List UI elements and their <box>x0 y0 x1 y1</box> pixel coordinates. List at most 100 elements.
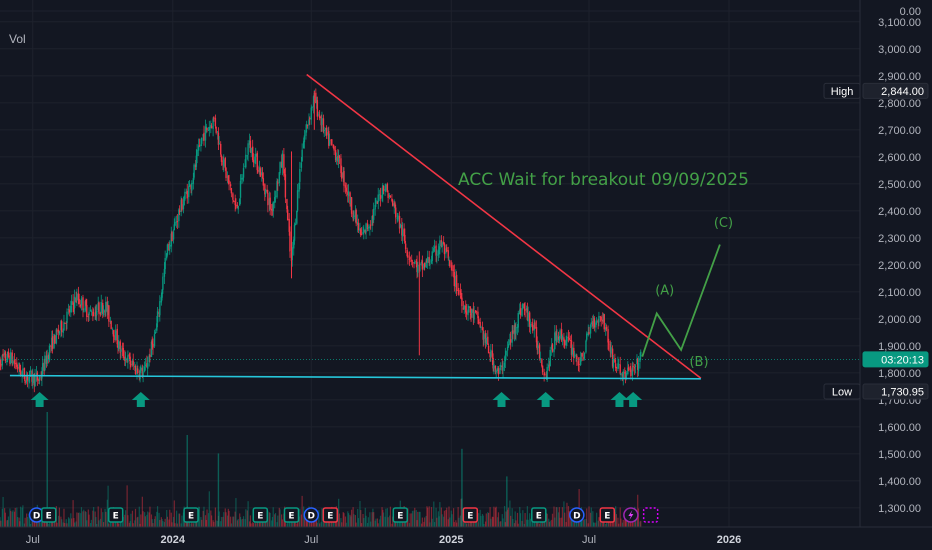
candle-body <box>539 358 542 360</box>
candle-body <box>2 353 4 357</box>
candle-body <box>609 344 612 353</box>
volume-bar <box>385 508 387 527</box>
candle-body <box>605 327 608 330</box>
candle-body <box>310 107 312 120</box>
candle-body <box>433 246 436 249</box>
volume-bar <box>163 522 166 527</box>
volume-bar <box>192 523 194 527</box>
volume-bar <box>99 518 102 527</box>
candle-body <box>369 226 371 229</box>
volume-bar <box>439 502 441 527</box>
volume-bar <box>222 516 224 527</box>
candle-body <box>413 262 415 264</box>
price-tick-label: 2,100.00 <box>878 287 921 299</box>
candle-body <box>217 132 220 145</box>
volume-bar <box>639 521 641 527</box>
candle-body <box>252 159 255 163</box>
candle-body <box>330 139 332 141</box>
volume-bar <box>274 512 277 527</box>
volume-bar <box>618 523 620 527</box>
candle-body <box>568 338 570 340</box>
candle-body <box>465 311 468 315</box>
candle-body <box>483 334 485 340</box>
candle-body <box>515 327 517 334</box>
candle-body <box>7 351 10 357</box>
volume-bar <box>228 510 230 527</box>
candle-body <box>387 193 389 198</box>
candle-body <box>197 145 200 151</box>
volume-bar <box>566 502 568 527</box>
candle-body <box>60 321 62 331</box>
earnings-marker <box>392 507 409 523</box>
candle-body <box>407 255 409 258</box>
candle-body <box>459 290 462 295</box>
volume-bar <box>204 515 207 527</box>
volume-bar <box>130 513 132 527</box>
volume-bar <box>595 522 597 527</box>
wave-label: (B) <box>689 355 708 370</box>
price-tick-label: 3,000.00 <box>878 44 921 56</box>
volume-bar <box>63 508 65 527</box>
volume-bar <box>379 519 381 527</box>
candle-body <box>372 208 375 220</box>
candle-body <box>168 243 170 250</box>
volume-bar <box>7 516 10 527</box>
candle-body <box>371 216 373 226</box>
candle-body <box>467 309 469 316</box>
volume-bar <box>427 507 429 527</box>
volume-bar <box>10 510 12 527</box>
candle-body <box>639 357 641 362</box>
candle-body <box>593 318 596 328</box>
volume-bar <box>218 511 220 527</box>
candle-body <box>23 367 26 379</box>
volume-bar <box>129 520 131 527</box>
candle-body <box>31 371 33 382</box>
event-marker-label: D <box>308 511 315 521</box>
candle-body <box>174 222 176 226</box>
volume-bar <box>58 515 60 527</box>
candle-body <box>547 364 550 368</box>
candle-body <box>3 352 6 356</box>
volume-bar <box>276 522 278 527</box>
volume-bar <box>166 509 168 527</box>
volume-bar <box>274 514 276 527</box>
volume-bar <box>136 517 138 527</box>
candle-body <box>633 367 636 369</box>
candle-body <box>175 221 178 223</box>
candle-body <box>481 327 484 331</box>
candle-body <box>98 302 100 314</box>
candle-body <box>200 137 203 144</box>
volume-bar <box>357 518 360 527</box>
candle-body <box>563 339 566 346</box>
volume-bar <box>605 523 607 527</box>
volume-bar <box>435 507 437 527</box>
volume-bar <box>622 519 624 527</box>
candle-body <box>557 336 560 340</box>
candle-body <box>350 197 353 214</box>
candle-body <box>468 305 470 309</box>
candle-body <box>375 200 377 204</box>
candle-body <box>161 289 163 298</box>
candle-body <box>599 316 602 318</box>
volume-bar <box>355 522 357 527</box>
volume-bar <box>438 516 440 527</box>
candle-body <box>311 107 313 109</box>
candle-body <box>48 354 50 360</box>
volume-bar <box>507 507 509 527</box>
candle-body <box>32 373 34 384</box>
dividend-marker <box>569 507 585 523</box>
candle-body <box>455 274 458 292</box>
volume-bar <box>38 520 40 527</box>
volume-bar <box>269 512 271 527</box>
volume-bar <box>66 523 68 527</box>
candle-body <box>60 321 63 332</box>
volume-bar <box>371 512 373 527</box>
candle-body <box>146 363 149 369</box>
candle-body <box>215 126 217 133</box>
candle-body <box>258 167 261 172</box>
candle-body <box>403 228 405 237</box>
volume-bar <box>341 522 343 527</box>
volume-bar <box>233 516 235 527</box>
volume-bar <box>413 510 415 527</box>
